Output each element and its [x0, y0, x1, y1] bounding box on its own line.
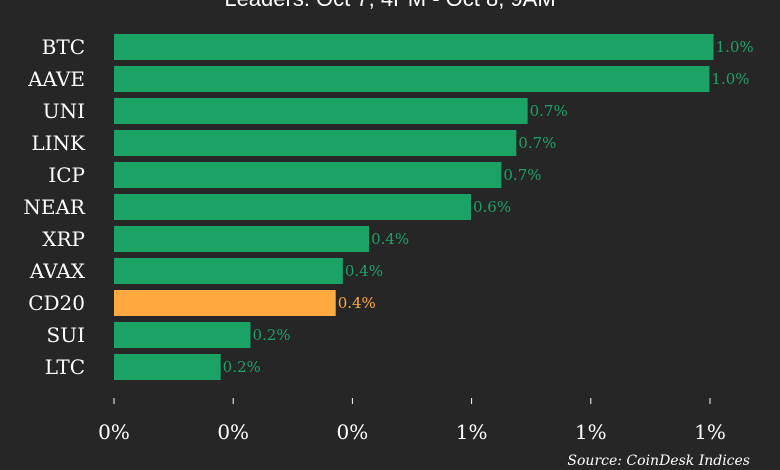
category-label: LINK [31, 131, 86, 155]
bar-sui [114, 322, 251, 348]
bar-uni [114, 98, 528, 124]
category-label: SUI [47, 323, 85, 347]
category-label: ICP [48, 163, 85, 187]
chart-title: Leaders: Oct 7, 4PM - Oct 8, 9AM [0, 0, 780, 12]
value-label: 0.4% [345, 262, 383, 280]
category-label: CD20 [28, 291, 85, 315]
x-tick-label: 0% [98, 420, 130, 444]
x-tick-label: 0% [217, 420, 249, 444]
value-label: 0.4% [371, 230, 409, 248]
bar-icp [114, 162, 502, 188]
bar-cd20 [114, 290, 336, 316]
category-label: BTC [42, 35, 85, 59]
value-label: 0.7% [503, 166, 541, 184]
x-tick-label: 1% [694, 420, 726, 444]
source-note: Source: CoinDesk Indices [567, 453, 750, 469]
category-label: UNI [43, 99, 85, 123]
value-label: 0.2% [223, 358, 261, 376]
x-tick-label: 1% [575, 420, 607, 444]
value-label: 1.0% [716, 38, 754, 56]
value-label: 0.2% [252, 326, 290, 344]
category-label: AVAX [29, 259, 86, 283]
bar-ltc [114, 354, 221, 380]
x-tick-label: 0% [337, 420, 369, 444]
category-label: LTC [45, 355, 85, 379]
value-label: 0.7% [518, 134, 556, 152]
value-label: 0.4% [338, 294, 376, 312]
bar-avax [114, 258, 343, 284]
category-label: AAVE [27, 67, 85, 91]
bar-xrp [114, 226, 370, 252]
bar-near [114, 194, 472, 220]
bar-btc [114, 34, 714, 60]
bar-aave [114, 66, 710, 92]
bar-link [114, 130, 517, 156]
category-label: XRP [42, 227, 85, 251]
category-label: NEAR [23, 195, 86, 219]
value-label: 0.7% [530, 102, 568, 120]
value-label: 1.0% [711, 70, 749, 88]
x-tick-label: 1% [456, 420, 488, 444]
value-label: 0.6% [473, 198, 511, 216]
